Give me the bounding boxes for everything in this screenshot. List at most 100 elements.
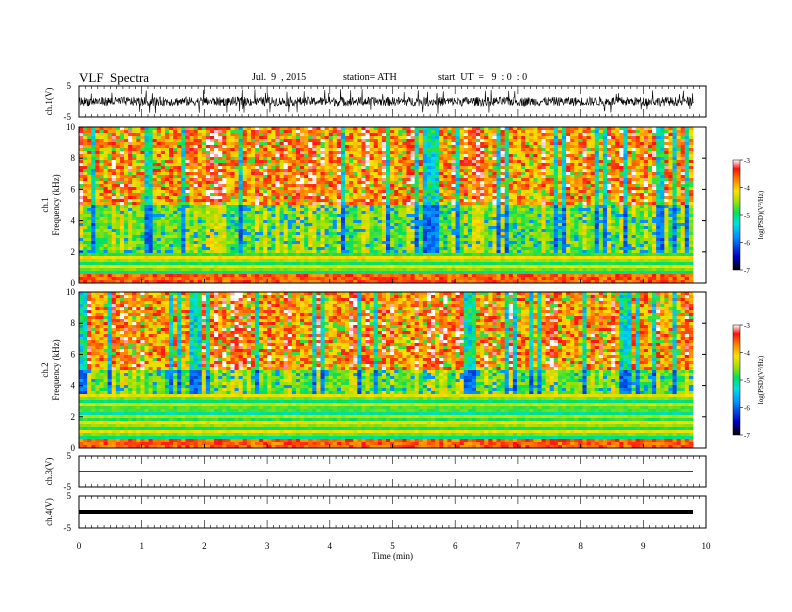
spectrogram-cell [291,238,297,242]
spectrogram-cell [107,139,113,143]
spectrogram-cell [148,253,154,257]
spectrogram-cell [365,172,371,176]
spectrogram-cell [308,244,313,248]
spectrogram-cell [467,154,473,158]
spectrogram-cell [156,280,162,284]
spectrogram-cell [79,220,84,224]
spectrogram-cell [242,175,248,179]
spectrogram-cell [205,274,211,278]
spectrogram-cell [369,157,375,161]
spectrogram-cell [357,160,362,164]
spectrogram-cell [181,226,186,230]
spectrogram-cell [300,166,305,170]
spectrogram-cell [263,151,268,155]
spectrogram-cell [185,130,190,134]
spectrogram-cell [324,238,330,242]
spectrogram-cell [95,133,100,137]
spectrogram-cell [214,130,219,134]
spectrogram-cell [394,184,399,188]
spectrogram-cell [406,280,411,284]
spectrogram-cell [295,214,301,218]
spectrogram-cell [91,268,96,272]
spectrogram-cell [443,250,448,254]
spectrogram-cell [431,196,436,200]
spectrogram-cell [410,175,416,179]
spectrogram-cell [234,190,240,194]
spectrogram-cell [218,235,223,239]
spectrogram-cell [332,238,338,242]
spectrogram-cell [95,130,100,134]
spectrogram-cell [451,202,456,206]
spectrogram-cell [349,214,354,218]
spectrogram-cell [345,247,350,251]
spectrogram-cell [87,136,92,140]
spectrogram-cell [369,208,375,212]
spectrogram-cell [422,268,428,272]
spectrogram-cell [193,127,199,131]
spectrogram-cell [435,151,440,155]
spectrogram-cell [320,145,325,149]
spectrogram-cell [435,199,440,203]
spectrogram-cell [361,268,366,272]
spectrogram-cell [124,244,129,248]
spectrogram-cell [156,214,162,218]
spectrogram-cell [300,160,305,164]
spectrogram-cell [377,130,383,134]
spectrogram-cell [451,205,456,209]
spectrogram-cell [308,265,313,269]
spectrogram-cell [144,172,149,176]
spectrogram-cell [169,187,174,191]
spectrogram-cell [447,208,452,212]
spectrogram-cell [455,265,461,269]
spectrogram-cell [185,274,190,278]
spectrogram-cell [414,232,420,236]
spectrogram-cell [332,163,338,167]
spectrogram-cell [402,211,407,215]
spectrogram-cell [205,190,211,194]
spectrogram-cell [467,199,473,203]
spectrogram-cell [422,247,428,251]
spectrogram-cell [414,247,420,251]
spectrogram-cell [455,199,461,203]
spectrogram-cell [320,154,325,158]
spectrogram-cell [390,214,395,218]
spectrogram-cell [422,223,428,227]
spectrogram-cell [107,199,113,203]
spectrogram-cell [422,244,428,248]
spectrogram-cell [455,187,461,191]
spectrogram-cell [373,202,379,206]
spectrogram-cell [291,202,297,206]
spectrogram-cell [386,133,391,137]
spectrogram-cell [394,145,399,149]
spectrogram-cell [246,127,252,131]
spectrogram-cell [402,151,407,155]
spectrogram-cell [410,202,416,206]
spectrogram-cell [209,142,215,146]
spectrogram-cell [283,271,289,275]
spectrogram-cell [422,229,428,233]
spectrogram-cell [377,208,383,212]
spectrogram-cell [218,145,223,149]
spectrogram-cell [152,217,158,221]
spectrogram-cell [226,214,231,218]
spectrogram-cell [119,136,125,140]
spectrogram-cell [250,205,256,209]
spectrogram-cell [381,217,387,221]
spectrogram-cell [386,232,391,236]
spectrogram-cell [91,229,96,233]
spectrogram-cell [209,211,215,215]
station-label: station= ATH [343,72,397,83]
spectrogram-cell [79,244,84,248]
spectrogram-cell [242,262,248,266]
spectrogram-cell [312,199,317,203]
spectrogram-cell [83,166,88,170]
spectrogram-cell [426,187,432,191]
spectrogram-cell [394,277,399,281]
spectrogram-cell [332,214,338,218]
spectrogram-cell [435,247,440,251]
spectrogram-cell [291,277,297,281]
spectrogram-cell [234,187,240,191]
spectrogram-cell [394,142,399,146]
spectrogram-cell [357,226,362,230]
spectrogram-cell [373,229,379,233]
